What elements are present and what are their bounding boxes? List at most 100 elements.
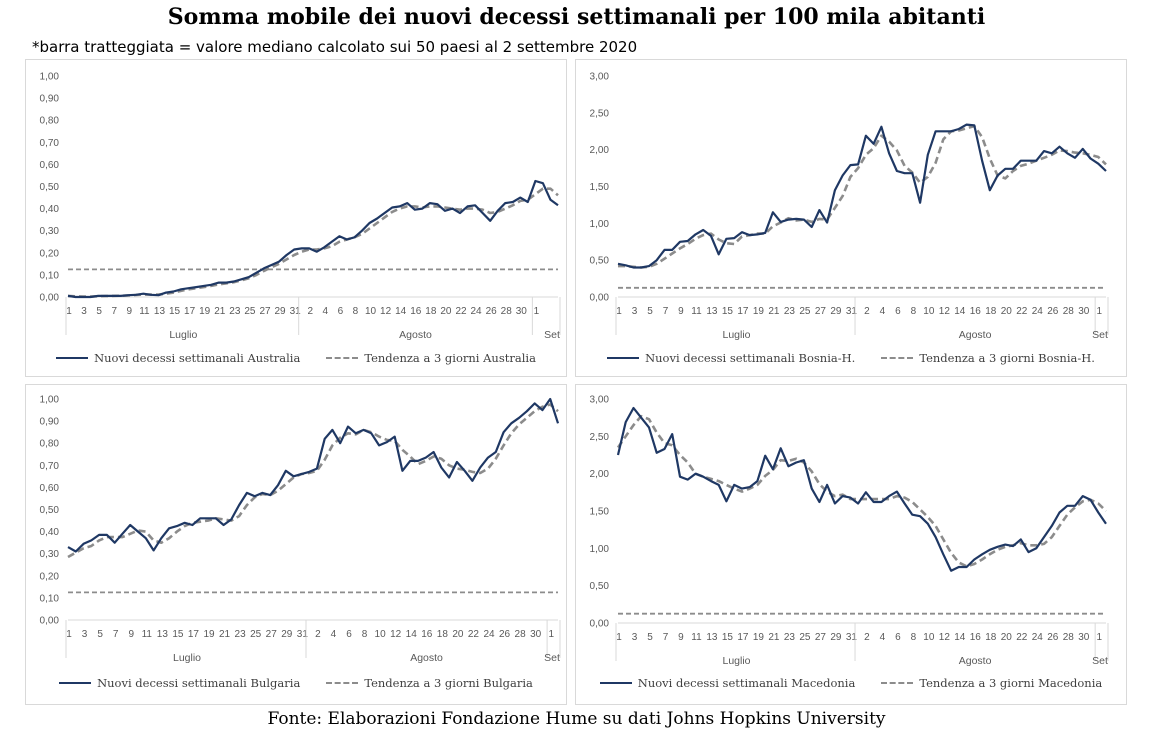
x-tick-label: 4 (323, 306, 329, 317)
y-tick-label: 1,00 (590, 544, 610, 555)
month-label: Set (1092, 655, 1108, 667)
x-tick-label: 13 (157, 629, 169, 640)
x-tick-label: 21 (768, 632, 780, 643)
x-tick-label: 24 (1032, 632, 1044, 643)
x-tick-label: 23 (235, 629, 247, 640)
y-tick-label: 0,00 (40, 616, 60, 627)
x-tick-label: 15 (722, 632, 734, 643)
legend-swatch-solid (599, 682, 632, 684)
x-tick-label: 31 (297, 629, 309, 640)
x-tick-label: 26 (499, 629, 511, 640)
x-tick-label: 7 (663, 306, 669, 317)
x-tick-label: 27 (266, 629, 278, 640)
x-tick-label: 6 (895, 306, 901, 317)
month-label: Agosto (959, 655, 992, 667)
x-tick-label: 10 (365, 306, 377, 317)
x-tick-label: 25 (244, 306, 256, 317)
y-tick-label: 0,30 (40, 549, 60, 560)
x-tick-label: 24 (1032, 306, 1044, 317)
x-tick-label: 21 (768, 306, 780, 317)
y-tick-label: 0,00 (590, 293, 610, 304)
x-tick-label: 30 (1078, 632, 1090, 643)
y-tick-label: 0,90 (40, 417, 60, 428)
x-tick-label: 24 (483, 629, 495, 640)
x-tick-label: 10 (923, 632, 935, 643)
x-tick-label: 12 (380, 306, 392, 317)
month-label: Luglio (173, 652, 201, 664)
x-tick-label: 8 (911, 306, 917, 317)
month-label: Set (544, 652, 560, 664)
x-tick-label: 29 (830, 632, 842, 643)
x-tick-label: 4 (331, 629, 337, 640)
x-tick-label: 12 (390, 629, 402, 640)
x-tick-label: 1 (616, 306, 622, 317)
x-tick-label: 20 (452, 629, 464, 640)
x-tick-label: 31 (290, 306, 302, 317)
legend-label: Nuovi decessi settimanali Macedonia (637, 676, 856, 690)
x-tick-label: 8 (353, 306, 359, 317)
x-tick-label: 8 (911, 632, 917, 643)
y-tick-label: 0,10 (40, 593, 60, 604)
month-label: Agosto (410, 652, 443, 664)
x-tick-label: 5 (96, 306, 102, 317)
x-tick-label: 1 (616, 632, 622, 643)
legend-swatch-dashed (881, 682, 914, 684)
month-label: Agosto (399, 329, 432, 341)
x-tick-label: 2 (315, 629, 321, 640)
x-tick-label: 25 (799, 632, 811, 643)
legend-item-actual: Nuovi decessi settimanali Bosnia-H. (607, 351, 855, 365)
x-tick-label: 24 (471, 306, 483, 317)
x-tick-label: 11 (691, 306, 702, 317)
x-tick-label: 22 (1016, 632, 1028, 643)
y-tick-label: 1,00 (590, 219, 610, 230)
chart-macedonia: 0,000,501,001,502,002,503,001 3 5 7 9 11 13 15 1… (590, 395, 1109, 667)
legend: Nuovi decessi settimanali Macedonia Tend… (576, 676, 1126, 690)
legend-swatch-solid (56, 357, 89, 359)
x-tick-label: 3 (82, 629, 88, 640)
y-tick-label: 1,00 (40, 395, 60, 406)
x-tick-label: 5 (647, 632, 653, 643)
x-tick-label: 5 (647, 306, 653, 317)
source-note: Fonte: Elaborazioni Fondazione Hume su d… (267, 709, 886, 729)
x-tick-label: 18 (425, 306, 437, 317)
y-tick-label: 3,00 (590, 395, 610, 406)
x-tick-label: 7 (111, 306, 117, 317)
x-tick-label: 14 (395, 306, 407, 317)
page-title: Somma mobile dei nuovi decessi settimana… (167, 4, 986, 30)
y-tick-label: 0,50 (590, 256, 610, 267)
x-tick-label: 16 (410, 306, 422, 317)
x-tick-label: 12 (939, 632, 951, 643)
actual-series-line (67, 179, 559, 299)
y-tick-label: 2,00 (590, 469, 610, 480)
x-tick-label: 17 (737, 306, 749, 317)
x-tick-label: 18 (437, 629, 449, 640)
x-tick-label: 21 (219, 629, 231, 640)
x-tick-label: 20 (1001, 632, 1013, 643)
legend-item-actual: Nuovi decessi settimanali Bulgaria (59, 676, 300, 690)
y-tick-label: 0,30 (40, 226, 60, 237)
x-tick-label: 27 (815, 306, 827, 317)
x-tick-label: 26 (486, 306, 498, 317)
legend-swatch-dashed (326, 682, 359, 684)
legend: Nuovi decessi settimanali Bulgaria Tende… (26, 676, 566, 690)
y-tick-label: 0,70 (40, 138, 60, 149)
x-tick-label: 15 (172, 629, 184, 640)
x-tick-label: 30 (516, 306, 528, 317)
y-tick-label: 0,50 (40, 182, 60, 193)
actual-series-line (67, 397, 560, 553)
x-tick-label: 10 (923, 306, 935, 317)
x-tick-label: 1 (66, 629, 72, 640)
legend-swatch-dashed (881, 357, 914, 359)
month-label: Agosto (959, 329, 992, 341)
y-tick-label: 0,10 (40, 270, 60, 281)
trend-series-line (616, 414, 1107, 568)
x-tick-label: 29 (830, 306, 842, 317)
y-tick-label: 0,20 (40, 248, 60, 259)
x-tick-label: 25 (799, 306, 811, 317)
x-tick-label: 26 (1047, 306, 1059, 317)
legend-label: Tendenza a 3 giorni Bulgaria (364, 676, 533, 690)
legend-item-trend: Tendenza a 3 giorni Macedonia (881, 676, 1102, 690)
legend: Nuovi decessi settimanali Bosnia-H. Tend… (576, 351, 1126, 365)
x-tick-label: 30 (530, 629, 542, 640)
month-label: Set (544, 329, 560, 341)
